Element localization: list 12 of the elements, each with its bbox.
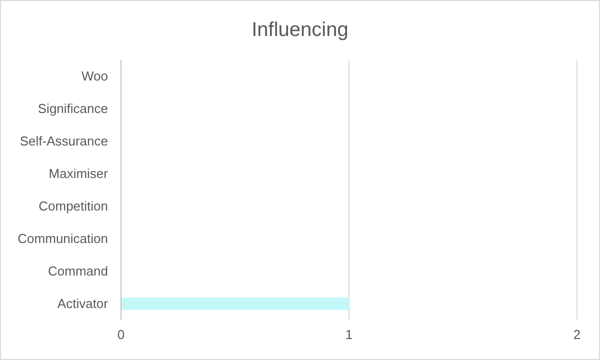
y-tick-label: Self-Assurance (20, 133, 108, 148)
chart-title: Influencing (252, 19, 348, 41)
y-tick-label: Significance (38, 100, 108, 116)
y-tick-label: Activator (57, 296, 109, 311)
x-tick-label: 1 (345, 327, 353, 342)
y-tick-label: Maximiser (48, 166, 109, 181)
x-tick-label: 2 (573, 327, 581, 342)
y-tick-label: Communication (18, 230, 108, 246)
y-tick-label: Command (48, 263, 108, 278)
y-tick-label: Competition (38, 198, 108, 214)
y-tick-label: Woo (82, 68, 108, 84)
x-tick-label: 0 (117, 327, 125, 342)
